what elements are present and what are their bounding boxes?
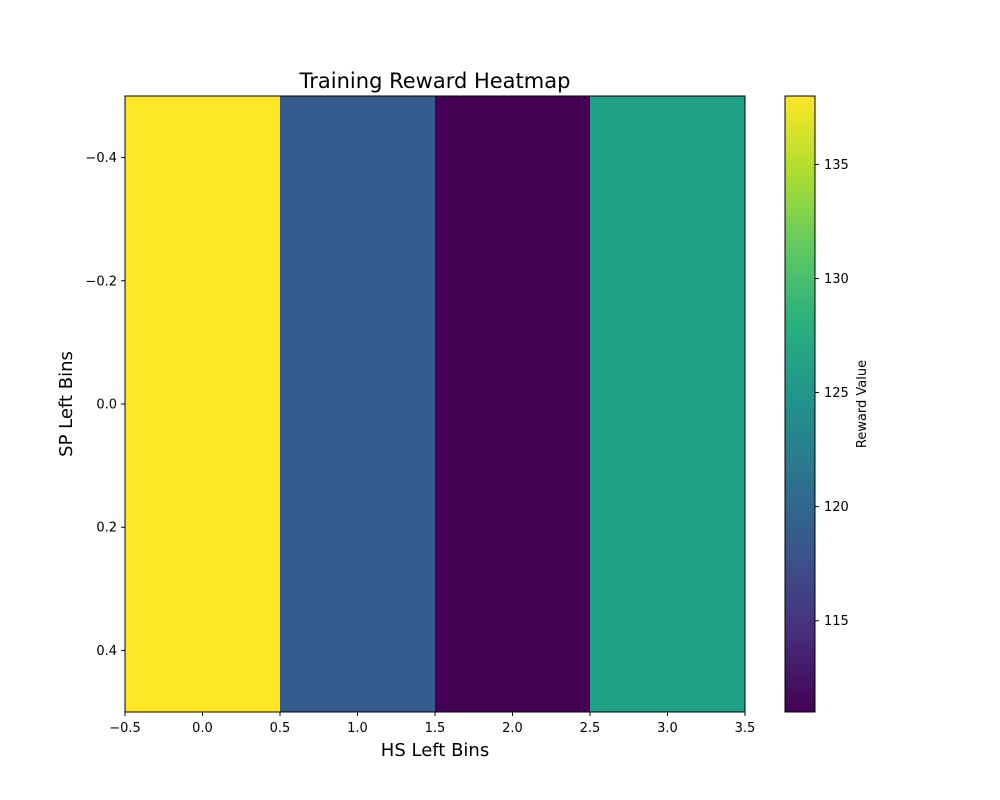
x-tick-label: 0.5 (270, 721, 291, 736)
y-tick-label: 0.4 (96, 644, 117, 659)
colorbar-tick-label: 130 (824, 272, 849, 287)
y-tick-label: −0.4 (85, 151, 117, 166)
y-tick-label: 0.2 (96, 521, 117, 536)
heatmap-cell (280, 96, 435, 712)
colorbar (784, 95, 816, 713)
colorbar-tick-label: 125 (824, 386, 849, 401)
y-tick-label: −0.2 (85, 274, 117, 289)
colorbar-tick-label: 120 (824, 500, 849, 515)
y-tick-label: 0.0 (96, 398, 117, 413)
heatmap-cells (125, 96, 745, 712)
chart-title: Training Reward Heatmap (299, 69, 571, 93)
colorbar-tick-label: 115 (824, 614, 849, 629)
x-tick-label: 1.0 (347, 721, 368, 736)
heatmap-cell (590, 96, 745, 712)
x-tick-label: 0.0 (192, 721, 213, 736)
x-tick-label: −0.5 (109, 721, 141, 736)
colorbar-label: Reward Value (855, 360, 870, 448)
x-tick-label: 2.0 (502, 721, 523, 736)
x-tick-label: 3.5 (735, 721, 756, 736)
x-axis: −0.5 0.0 0.5 1.0 1.5 2.0 2.5 3.0 3.5 (109, 712, 755, 736)
x-tick-label: 1.5 (425, 721, 446, 736)
x-tick-label: 2.5 (580, 721, 601, 736)
heatmap-cell (125, 96, 280, 712)
y-axis-label: SP Left Bins (56, 351, 77, 457)
colorbar-tick-label: 135 (824, 158, 849, 173)
x-tick-label: 3.0 (657, 721, 678, 736)
heatmap-cell (435, 96, 590, 712)
colorbar-ticks: 115 120 125 130 135 (815, 158, 849, 629)
y-axis: −0.4 −0.2 0.0 0.2 0.4 (85, 151, 125, 659)
x-axis-label: HS Left Bins (381, 740, 489, 761)
